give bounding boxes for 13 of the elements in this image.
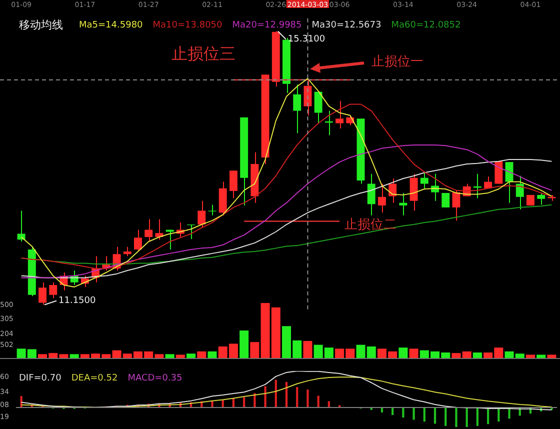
legend-title: 移动均线 [19, 18, 63, 32]
text: Ma5=14.5980 [79, 20, 144, 31]
text: Ma10=13.8050 [152, 20, 223, 31]
annotation: 15.3100 [288, 34, 326, 45]
text: MACD=0.35 [128, 373, 182, 384]
annotation: 止损位一 [372, 54, 424, 70]
text: Ma30=12.5673 [312, 20, 382, 31]
text: DEA=0.52 [71, 373, 118, 384]
text: Ma20=12.9985 [232, 20, 302, 31]
series-label: 止损位三 [171, 44, 236, 64]
annotation: 11.1500 [58, 296, 96, 306]
text: DIF=0.70 [19, 373, 62, 384]
text: Ma60=12.0852 [391, 20, 461, 31]
